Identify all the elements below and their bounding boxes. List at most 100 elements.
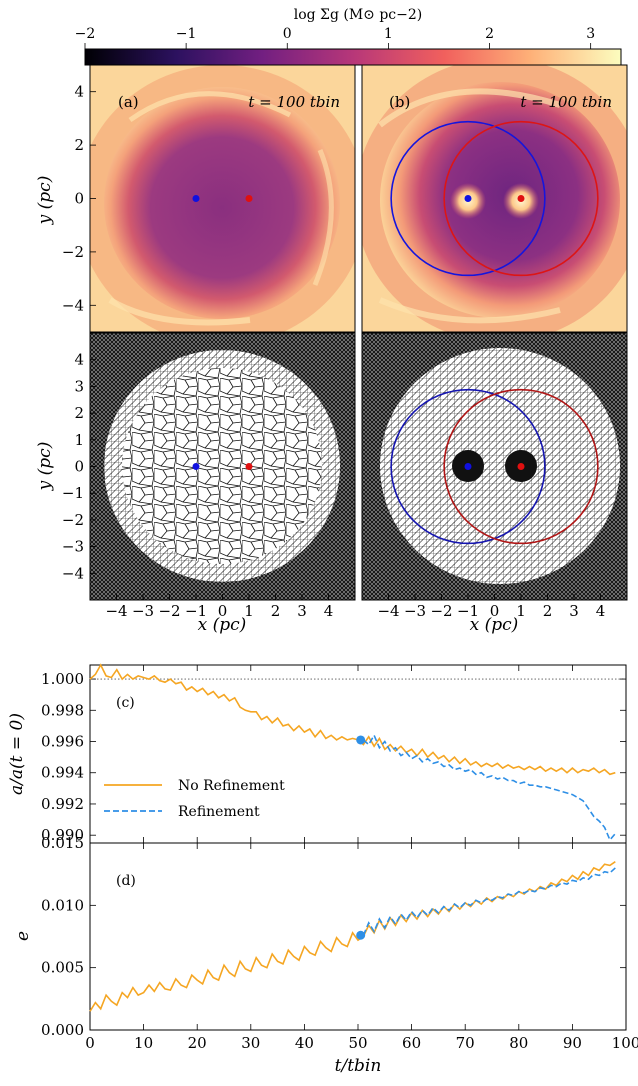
- panel-a-mesh-map: [90, 333, 355, 600]
- ytick-label: 0.015: [41, 834, 84, 852]
- ytick-label: 0.000: [41, 1021, 84, 1039]
- panel-a-density-map: [90, 65, 355, 332]
- map-xtick-label: −1: [457, 602, 479, 620]
- map-xtick-label: −4: [105, 602, 127, 620]
- colorbar-tick-label: 3: [586, 26, 595, 42]
- map-xtick-label: 1: [516, 602, 526, 620]
- mesh-ytick-label: −1: [62, 484, 84, 502]
- ytick-label: 1.000: [41, 670, 84, 688]
- colorbar-label: log Σg (M⊙ pc−2): [294, 7, 423, 23]
- panel-b-blue-dot: [464, 195, 472, 202]
- mesh-left-blue-dot: [192, 463, 200, 470]
- series-line-refinement: [362, 867, 616, 936]
- map-xtick-label: 4: [596, 602, 606, 620]
- panel-a-label: (a): [118, 93, 139, 111]
- ytick-label: 0.005: [41, 959, 84, 977]
- mesh-right-blue-circle: [390, 388, 546, 545]
- xtick-label: 10: [134, 1034, 153, 1052]
- map-ytick-label: 4: [74, 83, 84, 101]
- xtick-label: 30: [241, 1034, 260, 1052]
- panel-b-red-circle: [443, 120, 599, 277]
- map-xtick-label: 3: [569, 602, 579, 620]
- mesh-ytick-label: 3: [74, 377, 84, 395]
- mesh-ytick-label: 0: [74, 458, 84, 476]
- panel-b-mesh-map: [362, 333, 627, 600]
- panel-b-frame: [361, 64, 628, 333]
- xtick-label: 70: [456, 1034, 475, 1052]
- ytick-label: 0.990: [41, 826, 84, 844]
- ytick-label: 0.994: [41, 764, 84, 782]
- colorbar-tick-label: 1: [384, 26, 393, 42]
- map-ytick-label: 0: [74, 190, 84, 208]
- panel-b-time: t = 100 tbin: [520, 93, 612, 111]
- map-xtick-label: −3: [132, 602, 154, 620]
- map-xtick-label: 2: [271, 602, 281, 620]
- map-xtick-label: −4: [377, 602, 399, 620]
- mesh-right-red-dot: [517, 463, 525, 470]
- colorbar-tick-label: −2: [75, 26, 96, 42]
- mesh-ytick-label: −3: [62, 538, 84, 556]
- mesh-left-red-dot: [245, 463, 253, 470]
- xtick-label: 100: [612, 1034, 638, 1052]
- mesh-ytick-label: −2: [62, 511, 84, 529]
- xtick-label: 40: [295, 1034, 314, 1052]
- xtick-label: 60: [402, 1034, 421, 1052]
- map-xtick-label: 0: [490, 602, 500, 620]
- ytick-label: 0.996: [41, 733, 84, 751]
- panel-c-chart: 1.000 0.998 0.996 0.994 0.992 0.990 No Refinem…: [41, 663, 627, 844]
- series-line-no-refinement: [89, 861, 616, 1012]
- mesh-right-red-circle: [443, 388, 599, 545]
- map-ylabel-top: y (pc): [35, 176, 55, 226]
- panel-b-red-dot: [517, 195, 525, 202]
- colorbar: log Σg (M⊙ pc−2) −2 −1 0 1 2 3: [75, 7, 622, 66]
- ytick-label: 0.998: [41, 701, 84, 719]
- map-xtick-label: −1: [185, 602, 207, 620]
- colorbar-gradient: [84, 48, 622, 66]
- map-xtick-label: 1: [244, 602, 254, 620]
- map-xtick-label: −3: [404, 602, 426, 620]
- ytick-label: 0.010: [41, 896, 84, 914]
- xtick-label: 0: [85, 1034, 95, 1052]
- series-line-refinement: [362, 733, 616, 842]
- map-xtick-label: −2: [158, 602, 180, 620]
- map-ytick-label: 2: [74, 136, 84, 154]
- xtick-label: 80: [509, 1034, 528, 1052]
- panel-c-frame: [89, 664, 627, 844]
- panel-d-xlabel: t/tbin: [335, 1056, 382, 1076]
- mesh-ytick-label: −4: [62, 564, 84, 582]
- map-ytick-label: −4: [62, 296, 84, 314]
- map-xtick-label: 2: [543, 602, 553, 620]
- map-ytick-label: −2: [62, 243, 84, 261]
- panel-c-label: (c): [116, 695, 135, 711]
- panel-a-blue-dot: [192, 195, 200, 202]
- series-line-no-refinement: [89, 663, 616, 776]
- start-marker: [356, 735, 366, 745]
- map-xtick-label: 4: [324, 602, 334, 620]
- colorbar-tick-label: −1: [176, 26, 197, 42]
- mesh-ytick-label: 2: [74, 404, 84, 422]
- panel-b-blue-circle: [390, 120, 546, 277]
- legend-label: Refinement: [178, 804, 260, 820]
- xtick-label: 50: [348, 1034, 367, 1052]
- panel-d-label: (d): [116, 873, 136, 889]
- mesh-right-blue-dot: [464, 463, 472, 470]
- map-ylabel-bottom: y (pc): [35, 442, 55, 492]
- colorbar-ticks: −2 −1 0 1 2 3: [75, 26, 595, 49]
- xtick-label: 20: [188, 1034, 207, 1052]
- map-xtick-label: 3: [297, 602, 307, 620]
- mesh-ytick-label: 4: [74, 351, 84, 369]
- start-marker: [356, 930, 366, 940]
- panel-d-ylabel: e: [13, 931, 33, 941]
- map-xtick-label: −2: [430, 602, 452, 620]
- mesh-ytick-label: 1: [74, 431, 84, 449]
- panel-c-ylabel: a/a(t = 0): [7, 713, 27, 795]
- map-xtick-label: 0: [218, 602, 228, 620]
- panel-b-label: (b): [389, 93, 410, 111]
- map-xlabel-left: x (pc): [198, 615, 247, 635]
- colorbar-tick-label: 0: [283, 26, 292, 42]
- legend-label: No Refinement: [178, 778, 285, 794]
- colorbar-tick-label: 2: [485, 26, 494, 42]
